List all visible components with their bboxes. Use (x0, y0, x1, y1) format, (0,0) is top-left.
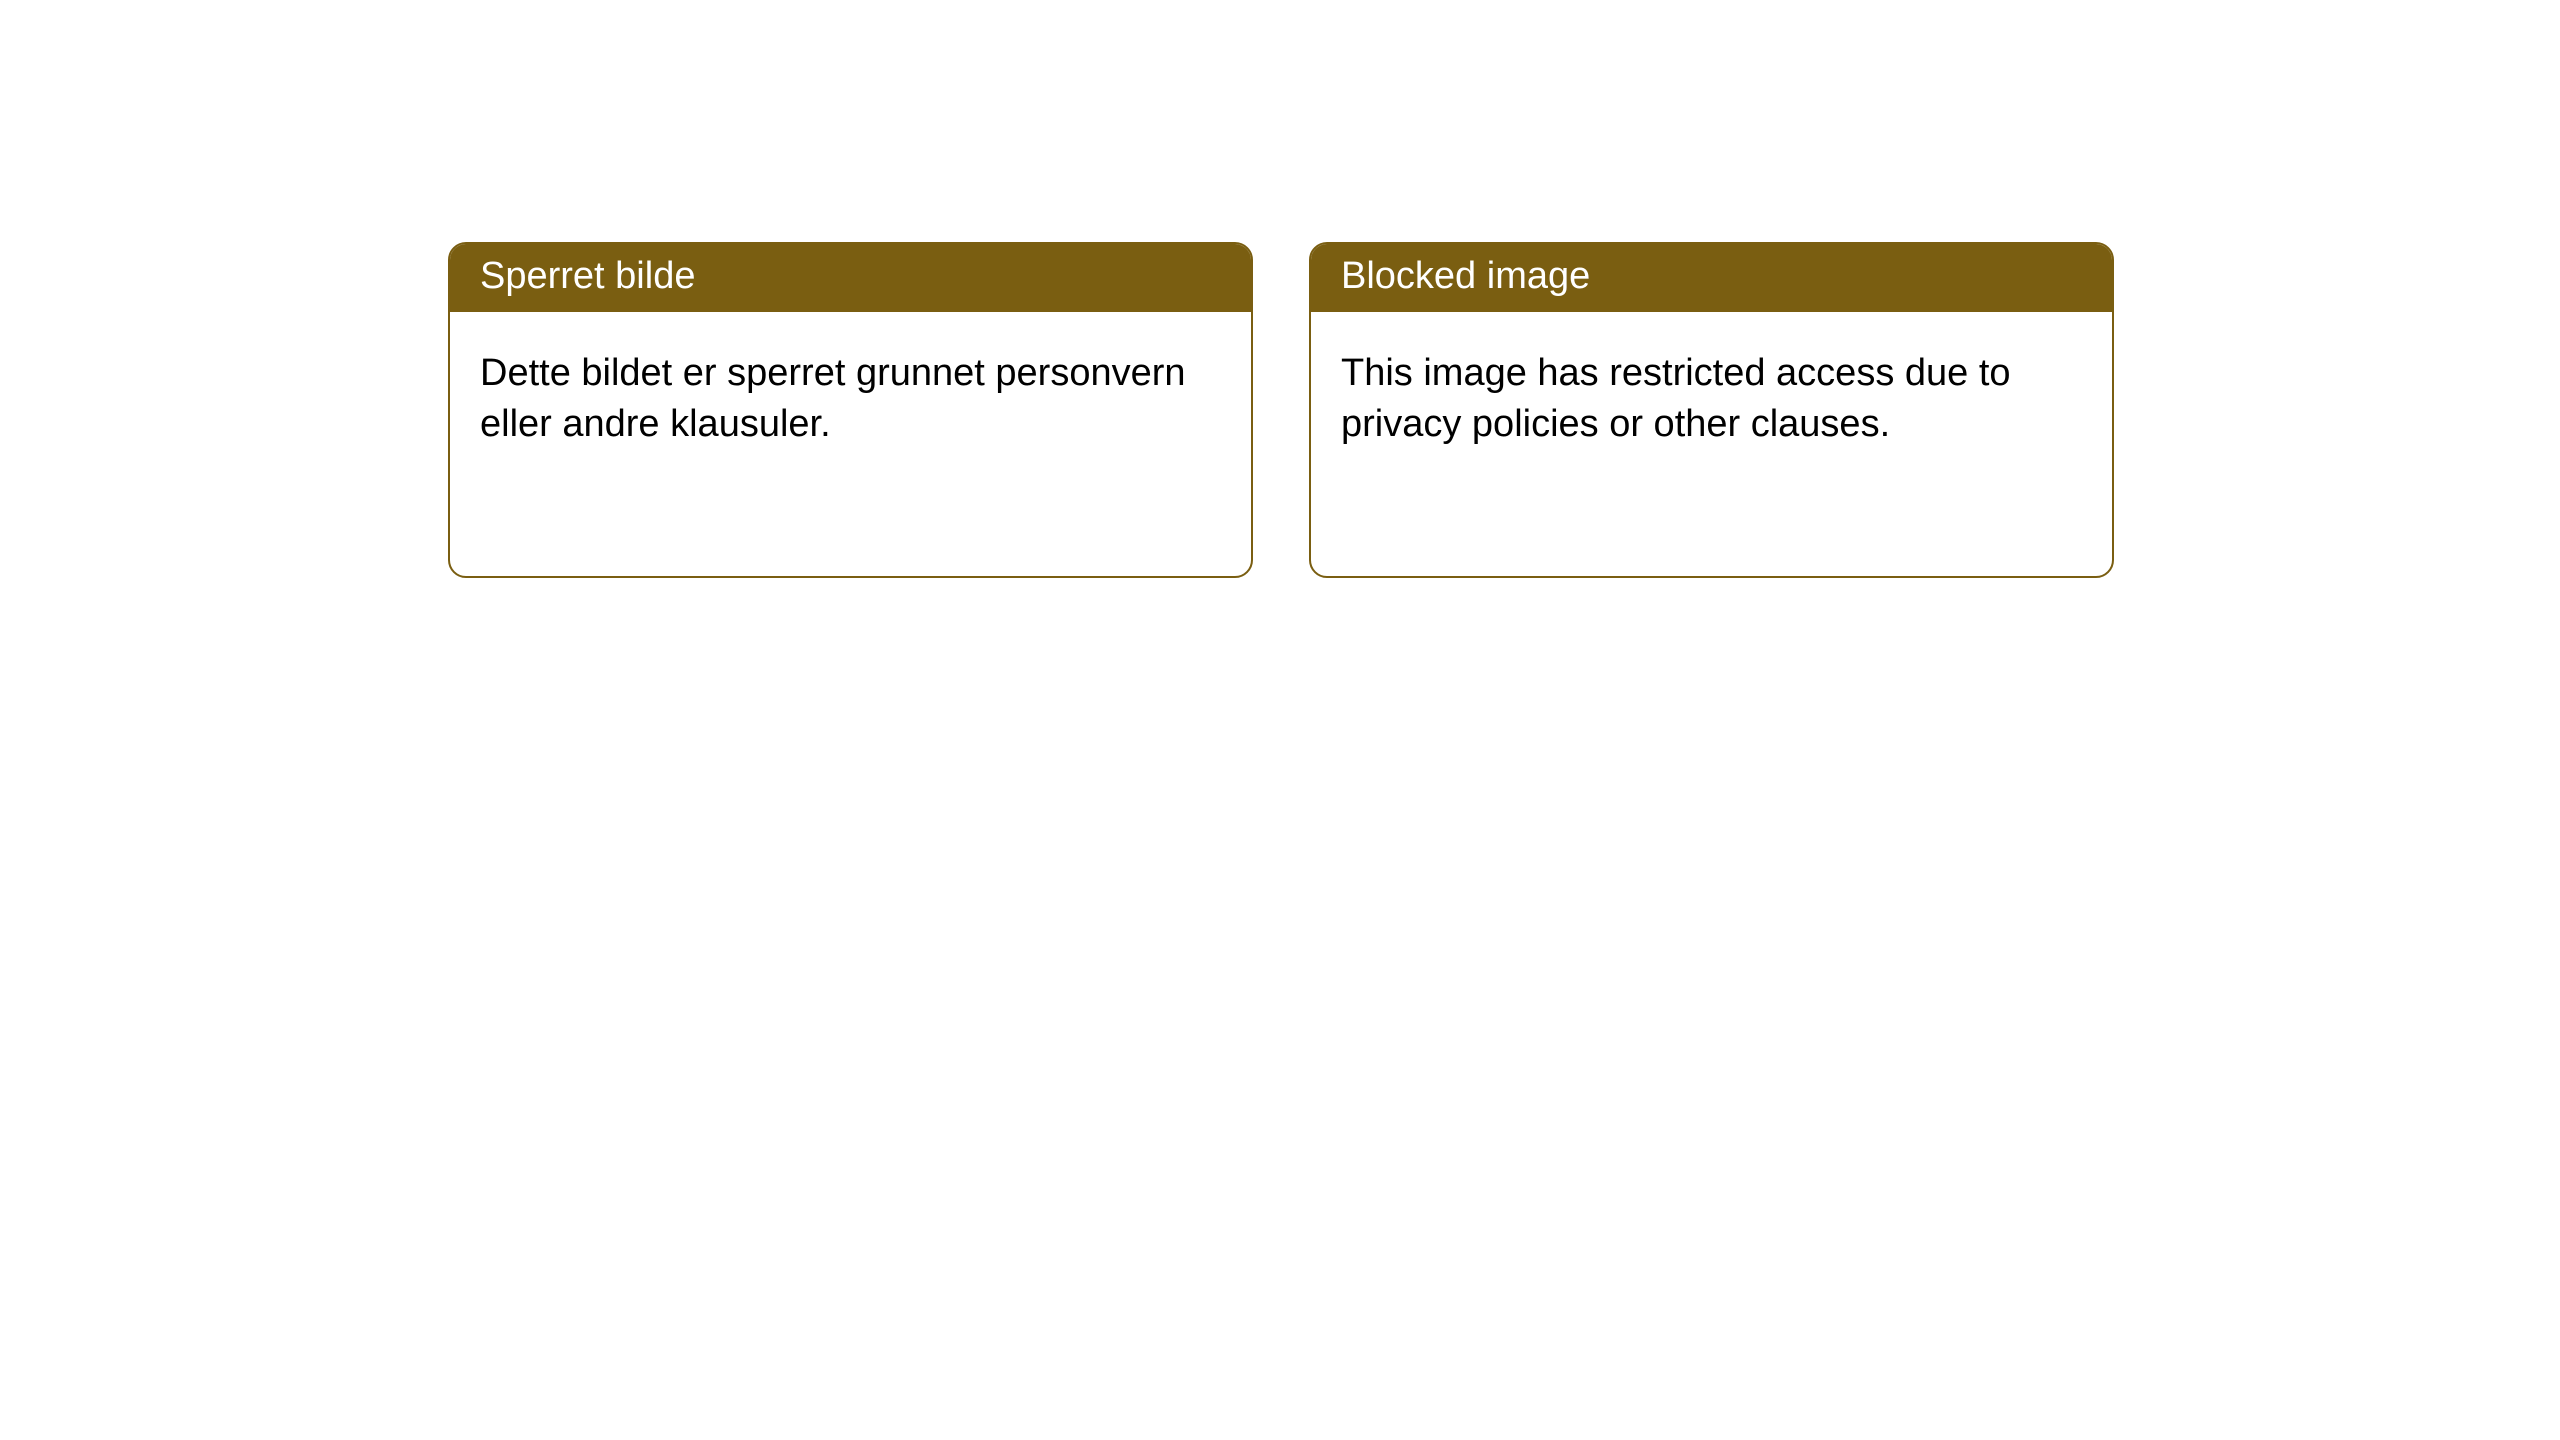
notice-header: Blocked image (1311, 244, 2112, 312)
notice-header: Sperret bilde (450, 244, 1251, 312)
notice-body: This image has restricted access due to … (1311, 312, 2112, 481)
notice-container: Sperret bilde Dette bildet er sperret gr… (0, 0, 2560, 578)
notice-card-english: Blocked image This image has restricted … (1309, 242, 2114, 578)
notice-card-norwegian: Sperret bilde Dette bildet er sperret gr… (448, 242, 1253, 578)
notice-body: Dette bildet er sperret grunnet personve… (450, 312, 1251, 481)
